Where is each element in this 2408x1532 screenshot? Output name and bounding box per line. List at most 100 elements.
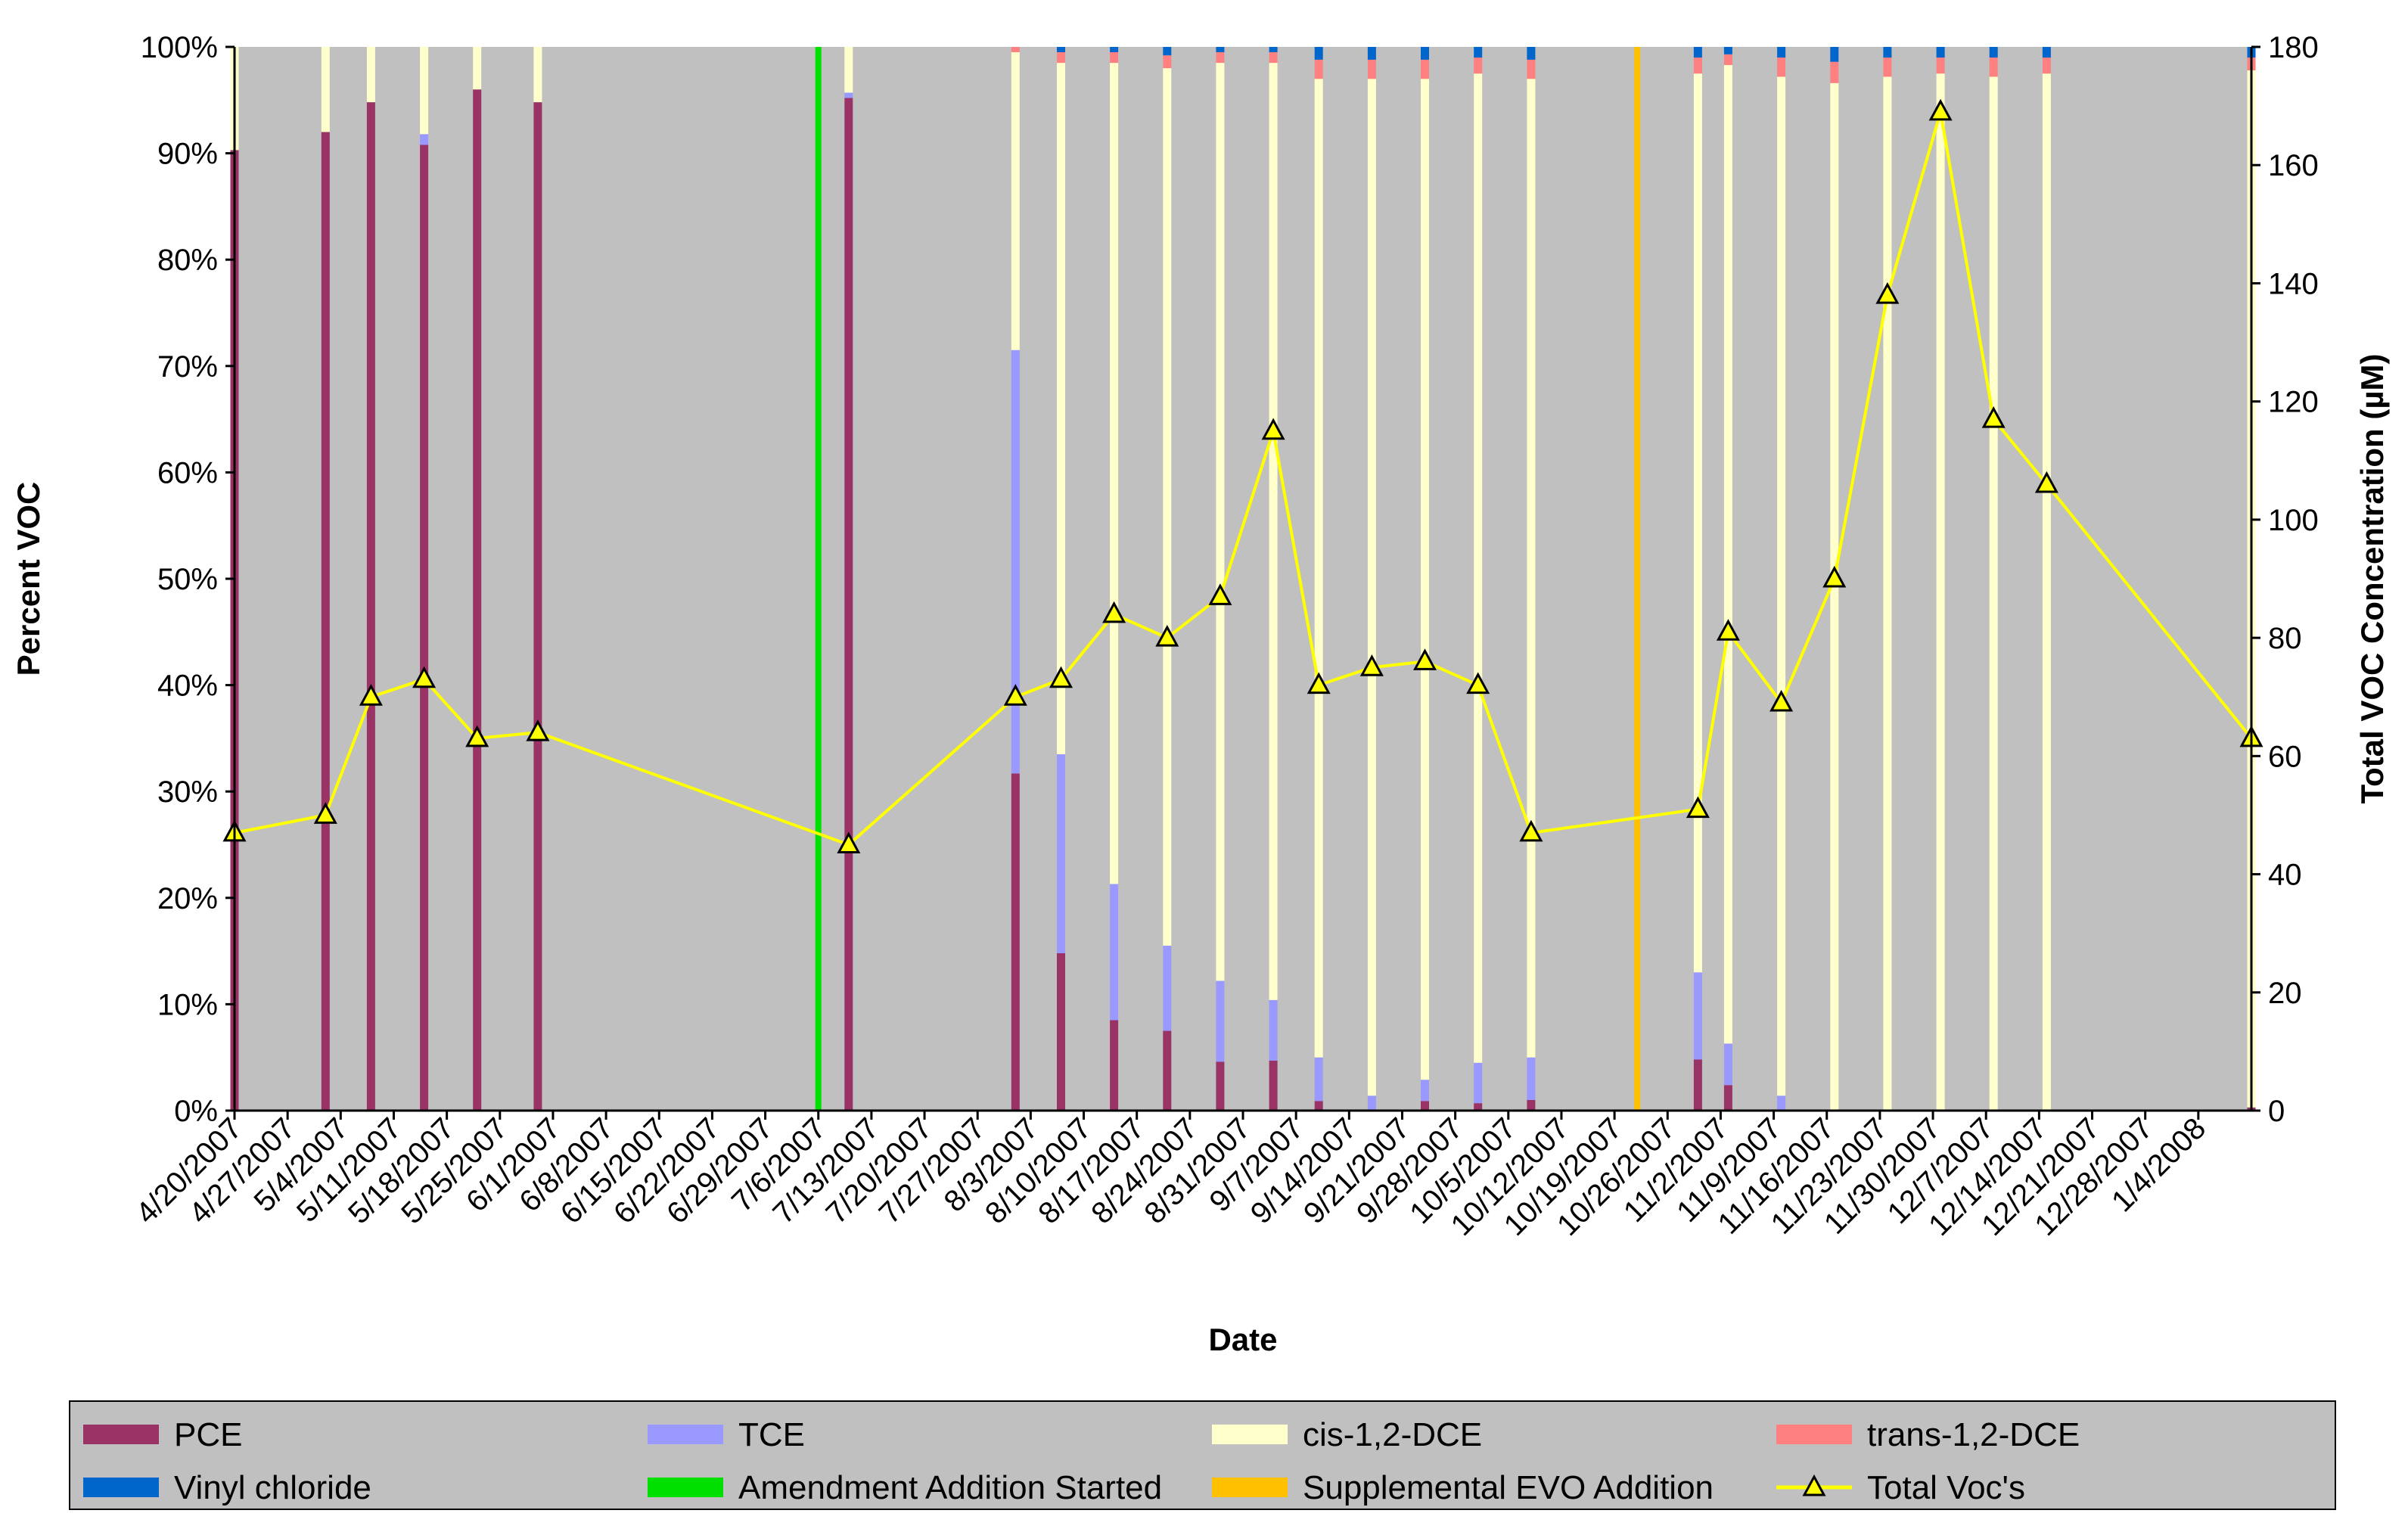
bar-cis-2 [366, 47, 375, 103]
y-tick-label-7: 70% [157, 350, 218, 384]
bar-pce-11 [1216, 1061, 1225, 1111]
bar-tce-11 [1216, 980, 1225, 1062]
legend-label-1: TCE [738, 1416, 805, 1453]
bar-vc-12 [1269, 47, 1278, 52]
total-voc-marker-22 [1875, 281, 1900, 304]
bar-cis-7 [1011, 52, 1020, 350]
bar-cis-6 [844, 47, 853, 93]
bar-vc-21 [1830, 47, 1839, 62]
total-voc-marker-9 [1102, 601, 1126, 623]
bar-tce-10 [1163, 946, 1172, 1031]
bar-tce-13 [1314, 1057, 1323, 1102]
legend-swatch-0 [83, 1425, 159, 1444]
bar-vc-14 [1367, 47, 1376, 60]
bar-pce-3 [420, 144, 429, 1111]
bar-pce-15 [1421, 1101, 1429, 1111]
total-voc-marker-10 [1155, 624, 1179, 647]
y2-tick-label-6: 120 [2268, 386, 2319, 419]
total-voc-marker-5 [526, 719, 550, 741]
legend-swatch-1 [648, 1425, 723, 1444]
bar-pce-2 [366, 102, 375, 1111]
legend-label-0: PCE [174, 1416, 242, 1453]
bar-trans-17 [1527, 59, 1536, 79]
bar-trans-20 [1777, 57, 1786, 77]
y2-tick-label-2: 40 [2268, 859, 2302, 892]
bar-trans-15 [1421, 59, 1429, 79]
bar-vc-15 [1421, 47, 1429, 60]
bar-trans-14 [1367, 59, 1376, 79]
bar-vc-13 [1314, 47, 1323, 60]
y-tick-label-4: 40% [157, 670, 218, 703]
bar-vc-18 [1693, 47, 1702, 58]
total-voc-marker-16 [1466, 672, 1490, 695]
bar-pce-17 [1527, 1099, 1536, 1111]
x-tick-labels: 4/20/20074/27/20075/4/20075/11/20075/18/… [129, 1111, 2212, 1242]
bar-trans-7 [1011, 47, 1020, 52]
bars-layer [230, 47, 2256, 1111]
bar-tce-20 [1777, 1095, 1786, 1111]
bar-trans-10 [1163, 55, 1172, 69]
bar-cis-1 [321, 47, 330, 132]
bar-cis-24 [1989, 76, 1998, 1111]
bar-pce-5 [533, 102, 542, 1111]
bar-tce-9 [1110, 884, 1119, 1021]
bar-cis-18 [1693, 73, 1702, 973]
y2-tick-label-8: 160 [2268, 149, 2319, 182]
bar-trans-23 [1936, 57, 1945, 74]
total-voc-marker-15 [1412, 648, 1437, 670]
bar-vc-11 [1216, 47, 1225, 52]
bar-vc-22 [1883, 47, 1892, 58]
total-voc-marker-17 [1519, 819, 1543, 842]
bar-cis-23 [1936, 73, 1945, 1111]
bar-cis-16 [1474, 73, 1483, 1063]
bar-trans-16 [1474, 57, 1483, 74]
y-tick-label-2: 20% [157, 882, 218, 915]
legend-label-7: Total Voc's [1867, 1469, 2025, 1506]
total-voc-marker-2 [359, 684, 383, 706]
legend-label-3: trans-1,2-DCE [1867, 1416, 2080, 1453]
bar-trans-25 [2042, 57, 2051, 74]
bar-pce-10 [1163, 1030, 1172, 1111]
bar-vc-10 [1163, 47, 1172, 56]
legend-label-2: cis-1,2-DCE [1303, 1416, 1482, 1453]
bar-cis-25 [2042, 73, 2051, 1111]
bar-tce-12 [1269, 999, 1278, 1061]
total-voc-marker-12 [1261, 418, 1285, 440]
total-voc-marker-19 [1716, 619, 1740, 641]
bar-pce-8 [1057, 952, 1065, 1111]
legend-swatch-3 [1776, 1425, 1852, 1444]
total-voc-marker-25 [2034, 471, 2058, 493]
bar-cis-20 [1777, 76, 1786, 1096]
bar-vc-23 [1936, 47, 1945, 58]
bar-trans-18 [1693, 57, 1702, 74]
bar-cis-8 [1057, 63, 1065, 755]
x-axis-title: Date [1208, 1322, 1277, 1357]
y2-tick-label-9: 180 [2268, 31, 2319, 64]
total-voc-series [222, 98, 2264, 853]
bar-trans-11 [1216, 52, 1225, 64]
bar-pce-12 [1269, 1060, 1278, 1111]
event-lines-layer [815, 47, 1641, 1111]
y2-tick-label-5: 100 [2268, 504, 2319, 537]
bar-cis-9 [1110, 63, 1119, 884]
plot-area [235, 47, 2251, 1111]
bar-vc-9 [1110, 47, 1119, 52]
bar-vc-24 [1989, 47, 1998, 58]
legend-label-4: Vinyl chloride [174, 1469, 371, 1506]
bar-pce-19 [1723, 1085, 1732, 1111]
total-voc-marker-8 [1049, 666, 1074, 688]
bar-cis-15 [1421, 79, 1429, 1080]
bar-tce-3 [420, 134, 429, 145]
y2-tick-label-3: 60 [2268, 740, 2302, 773]
bar-tce-7 [1011, 350, 1020, 774]
bar-vc-16 [1474, 47, 1483, 58]
bar-trans-21 [1830, 61, 1839, 83]
bar-vc-17 [1527, 47, 1536, 60]
bar-tce-14 [1367, 1095, 1376, 1111]
bar-trans-19 [1723, 54, 1732, 65]
total-voc-marker-20 [1769, 689, 1794, 712]
y2-tick-label-4: 80 [2268, 622, 2302, 655]
bar-cis-5 [533, 47, 542, 103]
bar-cis-10 [1163, 68, 1172, 946]
total-voc-marker-18 [1686, 796, 1710, 819]
